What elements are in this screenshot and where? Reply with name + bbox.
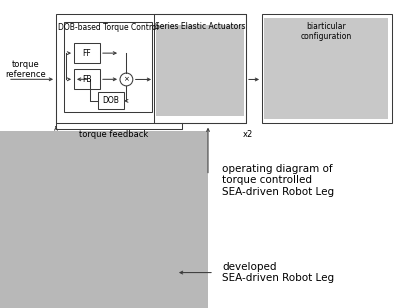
Text: FF: FF [83,49,91,58]
Bar [0,131,208,308]
Bar [56,14,246,123]
Bar [64,22,152,112]
Bar [264,18,388,119]
Text: torque feedback: torque feedback [79,130,149,139]
Text: FB: FB [82,75,92,84]
Bar [74,43,100,63]
Text: developed
SEA-driven Robot Leg: developed SEA-driven Robot Leg [222,262,334,283]
Text: operating diagram of
torque controlled
SEA-driven Robot Leg: operating diagram of torque controlled S… [222,164,334,197]
Bar [262,14,392,123]
Text: biarticular
configuration: biarticular configuration [300,22,352,41]
Bar [156,25,244,116]
Bar [74,69,100,89]
Text: x2: x2 [243,130,253,139]
Text: DOB: DOB [102,96,120,105]
Text: torque
reference: torque reference [6,60,46,79]
Text: ×: × [124,76,129,83]
Text: DOB-based Torque Control: DOB-based Torque Control [58,23,158,32]
Bar [98,92,124,109]
Text: Series Elastic Actuators: Series Elastic Actuators [155,22,245,30]
Bar [154,14,246,123]
